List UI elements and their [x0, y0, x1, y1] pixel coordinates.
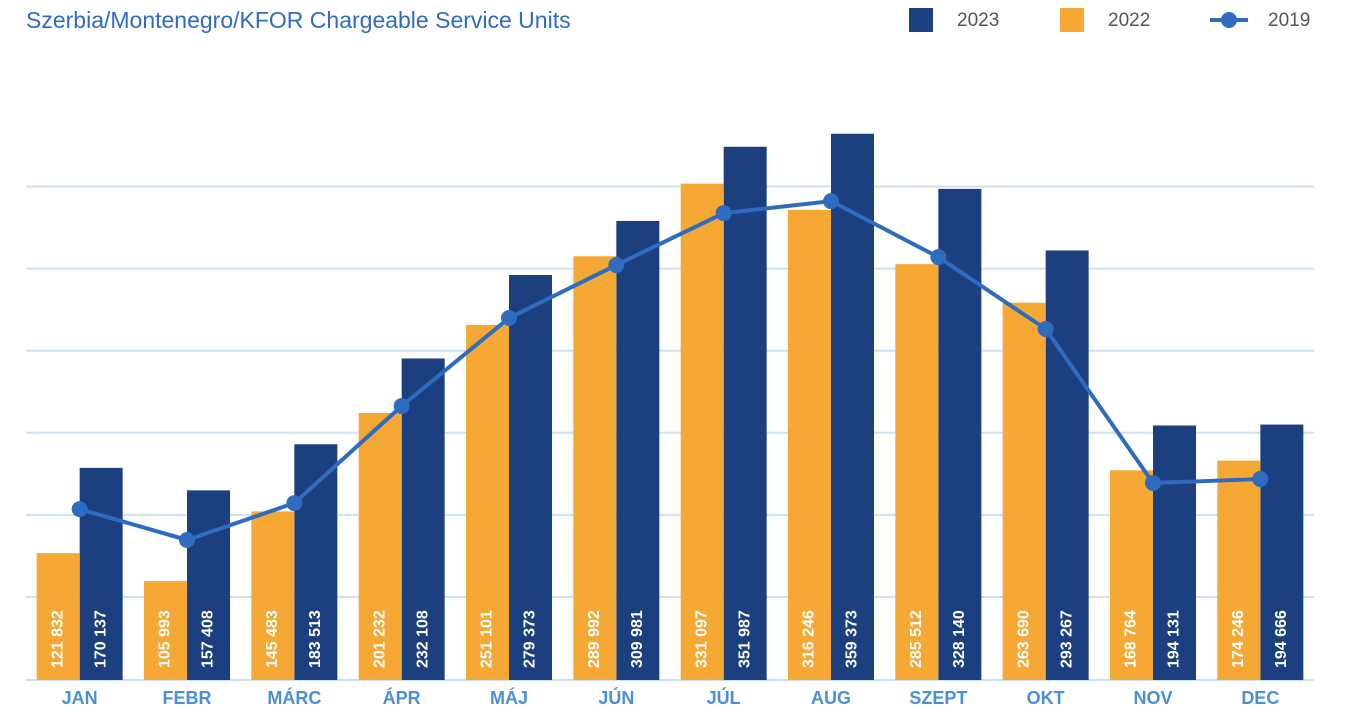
- bar: [1002, 302, 1046, 680]
- data-label: 194 666: [1273, 610, 1290, 668]
- x-tick-label: MÁJ: [490, 687, 528, 708]
- x-tick-label: OKT: [1027, 688, 1065, 708]
- x-tick-label: JÚL: [707, 687, 741, 708]
- x-tick-label: NOV: [1133, 688, 1172, 708]
- bar: [616, 220, 660, 681]
- bar: [466, 324, 509, 680]
- bar: [1045, 250, 1089, 681]
- bar: [1260, 424, 1304, 680]
- x-tick-label: DEC: [1241, 688, 1279, 708]
- line-marker: [501, 310, 517, 327]
- data-label: 232 108: [414, 610, 431, 668]
- x-tick-label: JAN: [62, 688, 98, 708]
- bar: [401, 358, 445, 680]
- data-label: 316 246: [801, 610, 818, 668]
- line-marker: [1252, 471, 1269, 488]
- bar: [573, 256, 617, 680]
- data-label: 351 987: [736, 610, 753, 668]
- x-tick-label: MÁRC: [267, 687, 321, 708]
- line-marker: [71, 501, 88, 518]
- line-marker: [1145, 474, 1161, 491]
- data-label: 285 512: [908, 610, 925, 668]
- data-label: 105 993: [157, 610, 174, 668]
- data-label: 279 373: [522, 610, 539, 668]
- x-tick-label: JÚN: [598, 687, 634, 708]
- data-label: 183 513: [307, 610, 324, 668]
- legend-swatch: [1060, 8, 1084, 32]
- legend-label: 2023: [957, 10, 999, 31]
- bar: [1217, 460, 1261, 680]
- data-label: 331 097: [693, 610, 710, 668]
- line-marker: [1037, 320, 1054, 337]
- x-tick-label: SZEPT: [909, 688, 967, 708]
- data-label: 309 981: [629, 610, 646, 668]
- line-marker: [715, 205, 732, 222]
- x-tick-label: ÁPR: [383, 687, 421, 708]
- bar: [36, 553, 80, 680]
- data-label: 289 992: [586, 610, 603, 668]
- bar: [79, 467, 123, 680]
- bar: [144, 581, 187, 680]
- bar: [251, 511, 295, 680]
- bar: [895, 264, 939, 680]
- data-label: 157 408: [200, 610, 217, 668]
- bar: [723, 146, 767, 681]
- line-marker: [286, 495, 303, 512]
- data-label: 293 267: [1058, 610, 1075, 668]
- bar: [680, 183, 724, 680]
- line-marker: [608, 257, 625, 274]
- bar: [358, 412, 402, 680]
- data-label: 174 246: [1230, 610, 1247, 668]
- line-marker: [823, 193, 839, 210]
- line-marker: [930, 249, 947, 266]
- bar: [788, 209, 831, 681]
- legend-label: 2019: [1268, 10, 1310, 31]
- data-label: 263 690: [1015, 610, 1032, 668]
- data-label: 359 373: [844, 610, 861, 668]
- data-label: 251 101: [479, 610, 496, 668]
- x-tick-label: AUG: [811, 688, 851, 708]
- data-label: 328 140: [951, 610, 968, 668]
- bar: [187, 490, 230, 680]
- bar: [509, 274, 552, 680]
- bar: [831, 133, 874, 681]
- data-label: 194 131: [1166, 610, 1183, 668]
- data-label: 170 137: [92, 610, 109, 668]
- x-tick-label: FEBR: [163, 688, 212, 708]
- bar: [1153, 425, 1196, 680]
- data-label: 168 764: [1123, 610, 1140, 668]
- chart-subtitle: Szerbia/Montenegro/KFOR Chargeable Servi…: [26, 7, 571, 33]
- line-marker: [179, 531, 195, 548]
- bar: [1110, 470, 1153, 680]
- data-label: 121 832: [49, 610, 66, 668]
- line-marker: [393, 397, 410, 414]
- data-label: 145 483: [264, 610, 281, 668]
- legend-swatch: [1221, 12, 1237, 28]
- line: [79, 199, 1261, 543]
- data-label: 201 232: [371, 610, 388, 668]
- legend-swatch: [909, 8, 933, 32]
- legend-label: 2022: [1108, 10, 1150, 31]
